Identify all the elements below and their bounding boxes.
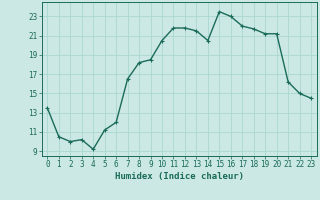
X-axis label: Humidex (Indice chaleur): Humidex (Indice chaleur) [115,172,244,181]
